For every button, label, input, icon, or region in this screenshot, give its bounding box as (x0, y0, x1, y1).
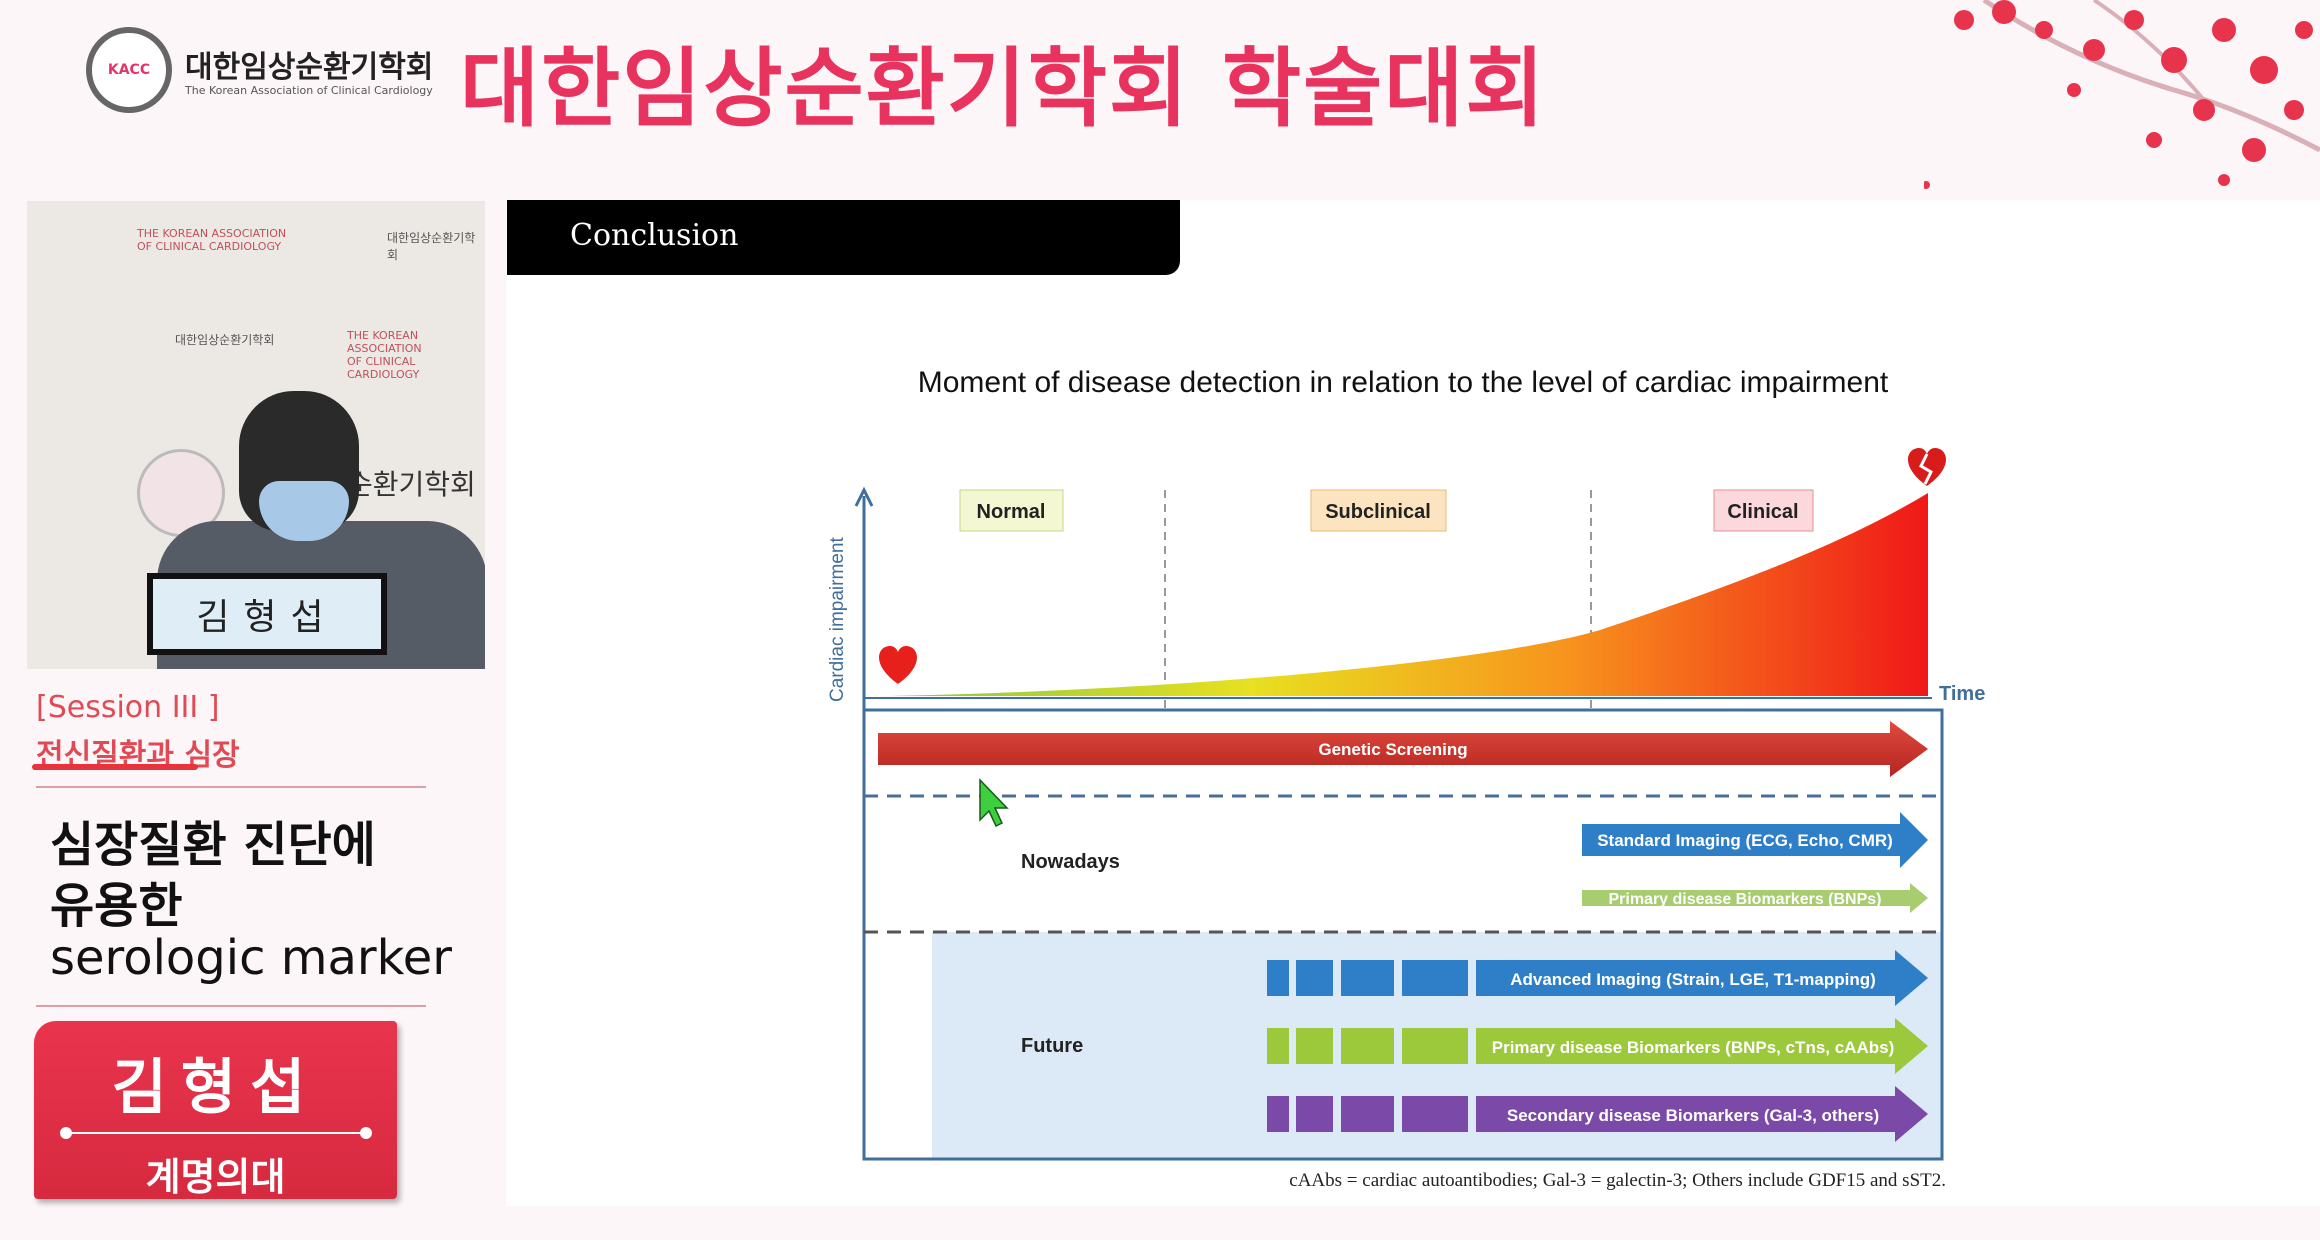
phase-clinical: Clinical (1713, 489, 1814, 532)
speaker-affiliation: 계명의대 (145, 1155, 286, 1199)
speaker-name: 김형섭 (111, 1053, 320, 1123)
future-arrow (1476, 1086, 1928, 1142)
standard-imaging-arrow (1582, 812, 1928, 868)
logo-english-name: The Korean Association of Clinical Cardi… (185, 84, 433, 97)
talk-title-line: serologic marker (50, 930, 452, 986)
speaker-mask (259, 481, 349, 541)
session-label: [Session III ] (36, 690, 220, 725)
phase-subclinical: Subclinical (1310, 489, 1447, 532)
future-segment (1402, 1096, 1468, 1132)
kacc-logo: KACC (86, 27, 172, 113)
arrow-label: Secondary disease Biomarkers (Gal-3, oth… (1507, 1106, 1879, 1125)
divider (36, 786, 426, 788)
conference-title: 대한임상순환기학회 학술대회 (460, 39, 1547, 139)
future-segment (1341, 1096, 1394, 1132)
nowadays-label: Nowadays (1021, 851, 1120, 873)
broken-heart-icon (1908, 448, 1946, 486)
nameplate: 김형섭 (147, 573, 387, 655)
backdrop-text: 순환기학회 (347, 468, 476, 501)
logo-korean-name: 대한임상순환기학회 (185, 50, 434, 85)
backdrop-text: 대한임상순환기학회 (175, 333, 275, 347)
footnote: cAAbs = cardiac autoantibodies; Gal-3 = … (1289, 1170, 1946, 1191)
arrow-label: Standard Imaging (ECG, Echo, CMR) (1597, 831, 1893, 850)
future-arrow (1476, 950, 1928, 1006)
future-segment (1402, 960, 1468, 996)
arrow-label: Advanced Imaging (Strain, LGE, T1-mappin… (1510, 970, 1876, 989)
slide-heading: Conclusion (507, 200, 1180, 275)
logo-text: KACC (107, 62, 151, 78)
backdrop-text: THE KOREAN ASSOCIATION OF CLINICAL CARDIO… (347, 329, 422, 381)
diagram-title: Moment of disease detection in relation … (918, 366, 1889, 399)
arrow-label: Primary disease Biomarkers (BNPs) (1608, 891, 1881, 908)
phase-label: Clinical (1727, 501, 1798, 523)
phase-label: Subclinical (1325, 501, 1431, 523)
cherry-blossom-decoration (1924, 0, 2320, 189)
future-segment (1296, 960, 1333, 996)
future-segment (1267, 960, 1289, 996)
session-underline (32, 764, 198, 770)
divider (36, 1005, 426, 1007)
divider (59, 1127, 372, 1139)
x-axis-label: Time (1939, 683, 1985, 705)
broken-heart-crack (1919, 453, 1933, 485)
genetic-screening-arrow (878, 721, 1928, 777)
impairment-curve (888, 493, 1928, 696)
heart-icon (879, 646, 917, 684)
arrow-label: Primary disease Biomarkers (BNPs, cTns, … (1492, 1038, 1895, 1057)
speaker-video: THE KOREAN ASSOCIATION OF CLINICAL CARDIO… (27, 201, 485, 669)
future-segment (1267, 1028, 1289, 1064)
phase-normal: Normal (959, 489, 1064, 532)
phase-label: Normal (977, 501, 1046, 523)
speaker-card: 김형섭 계명의대 (34, 1021, 397, 1199)
talk-title-line: 유용한 (50, 878, 183, 934)
future-segment (1296, 1096, 1333, 1132)
arrow-label: Genetic Screening (1318, 740, 1467, 759)
detection-box (862, 708, 1944, 1161)
mouse-cursor-icon (979, 778, 1009, 828)
y-axis-arrow-icon (854, 486, 874, 507)
talk-title-line: 심장질환 진단에 (50, 817, 376, 873)
future-segment (1267, 1096, 1289, 1132)
future-segment (1296, 1028, 1333, 1064)
future-arrow (1476, 1018, 1928, 1074)
future-segment (1341, 960, 1394, 996)
primary-biomarkers-arrow (1582, 883, 1928, 913)
future-segment (1341, 1028, 1394, 1064)
backdrop-text: 대한임상순환기학회 (387, 231, 476, 262)
y-axis-label: Cardiac impairment (827, 537, 848, 702)
future-segment (1402, 1028, 1468, 1064)
future-label: Future (1021, 1035, 1083, 1057)
backdrop-text: THE KOREAN ASSOCIATION OF CLINICAL CARDIO… (137, 227, 287, 253)
